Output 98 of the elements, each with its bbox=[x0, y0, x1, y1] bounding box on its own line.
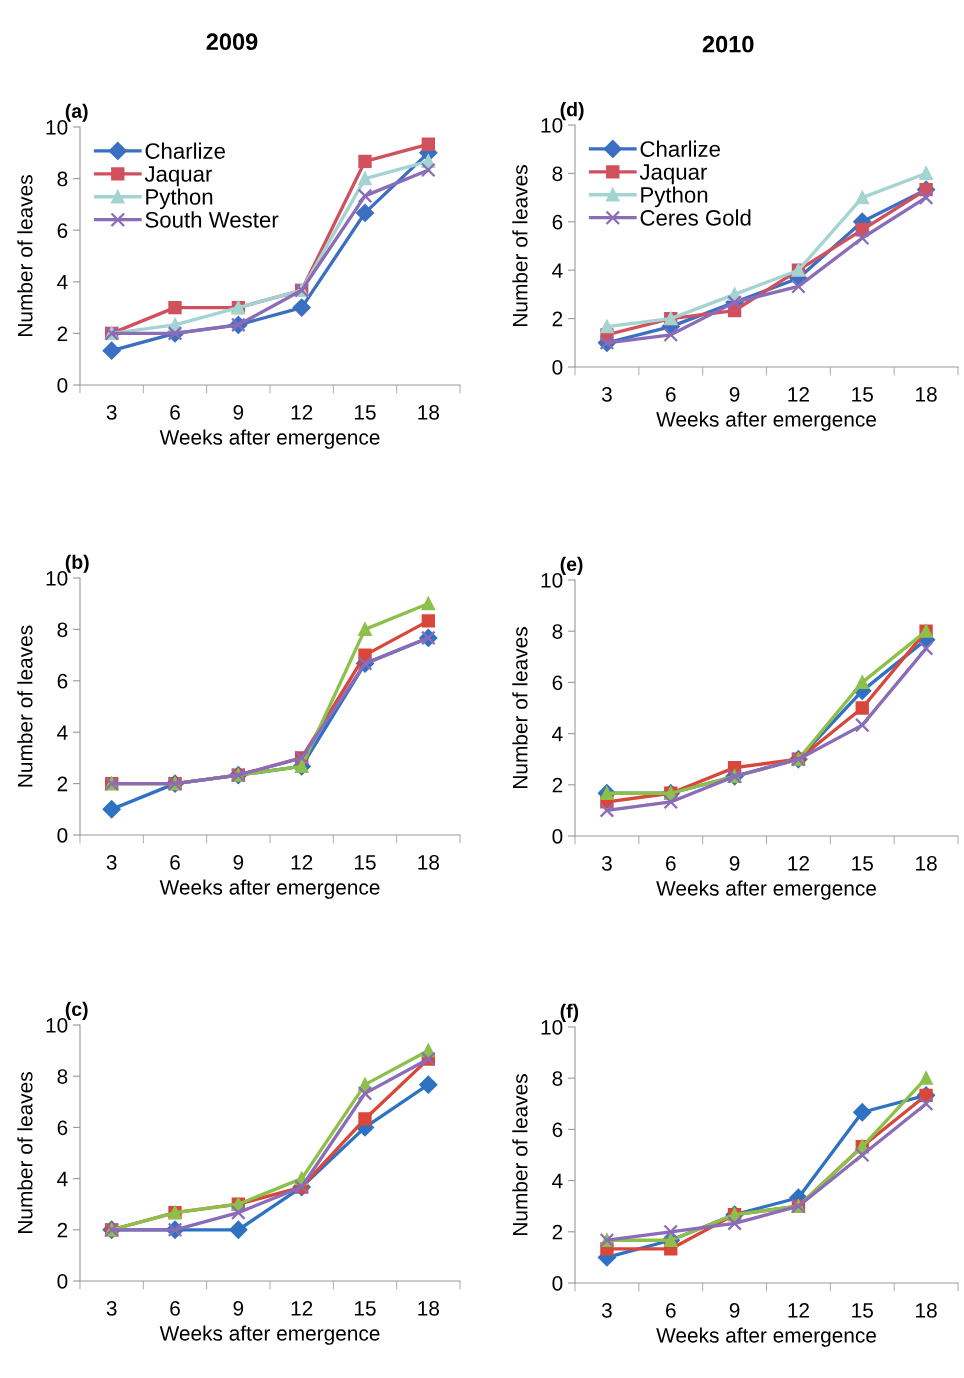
y-tick-label: 6 bbox=[552, 1122, 563, 1138]
y-tick-label: 6 bbox=[57, 223, 68, 238]
x-axis-title: Weeks after emergence bbox=[159, 879, 380, 899]
chart-subtitle: 2009 bbox=[206, 33, 258, 51]
y-tick-label: 2 bbox=[552, 777, 563, 793]
x-tick-label: 15 bbox=[355, 405, 376, 420]
y-tick-label: 8 bbox=[552, 624, 563, 639]
x-tick-label: 9 bbox=[233, 854, 244, 870]
x-tick-label: 18 bbox=[916, 855, 937, 871]
legend-label: Ceres Gold bbox=[640, 209, 751, 226]
x-axis-title: Weeks after emergence bbox=[159, 429, 380, 449]
y-tick-label: 2 bbox=[552, 311, 563, 327]
x-axis-title: Weeks after emergence bbox=[656, 1327, 876, 1347]
x-tick-label: 18 bbox=[418, 1300, 440, 1316]
y-tick-label: 6 bbox=[552, 675, 563, 691]
y-tick-label: 4 bbox=[552, 1173, 563, 1189]
x-tick-label: 3 bbox=[601, 386, 612, 402]
y-axis-title: Number of leaves bbox=[17, 1072, 33, 1233]
y-tick-label: 0 bbox=[57, 1274, 68, 1289]
x-axis-title: Weeks after emergence bbox=[656, 411, 876, 431]
legend-label: Charlize bbox=[145, 142, 225, 159]
y-tick-label: 10 bbox=[46, 1018, 68, 1033]
y-tick-label: 2 bbox=[57, 1222, 68, 1238]
legend-label: Python bbox=[641, 186, 708, 208]
chart-title: (a) bbox=[65, 103, 88, 122]
y-tick-label: 8 bbox=[57, 1069, 68, 1084]
x-tick-label: 12 bbox=[291, 404, 313, 420]
x-tick-label: 12 bbox=[788, 1302, 809, 1318]
x-tick-label: 12 bbox=[291, 854, 313, 870]
legend-label: Jaquar bbox=[639, 164, 708, 185]
x-tick-label: 12 bbox=[788, 855, 809, 871]
x-tick-label: 6 bbox=[666, 386, 676, 402]
y-tick-label: 0 bbox=[552, 829, 563, 844]
y-tick-label: 8 bbox=[57, 622, 68, 638]
legend-label: Python bbox=[146, 188, 213, 210]
y-tick-label: 4 bbox=[552, 726, 563, 742]
x-tick-label: 15 bbox=[852, 1303, 873, 1318]
y-tick-label: 8 bbox=[57, 171, 68, 187]
x-axis-title: Weeks after emergence bbox=[656, 880, 876, 900]
x-tick-label: 6 bbox=[666, 855, 676, 871]
x-tick-label: 9 bbox=[233, 1300, 244, 1316]
y-tick-label: 10 bbox=[46, 120, 68, 135]
x-tick-label: 18 bbox=[916, 1302, 937, 1318]
y-tick-label: 0 bbox=[57, 378, 68, 393]
y-tick-label: 4 bbox=[57, 1171, 68, 1187]
x-tick-label: 6 bbox=[666, 1302, 676, 1318]
y-tick-label: 4 bbox=[552, 263, 563, 278]
y-axis-title: Number of leaves bbox=[512, 165, 528, 326]
chart-subtitle: 2010 bbox=[702, 35, 754, 53]
x-tick-label: 9 bbox=[729, 855, 740, 871]
y-tick-label: 10 bbox=[541, 1020, 563, 1035]
x-tick-label: 12 bbox=[291, 1300, 313, 1316]
y-axis-title: Number of leaves bbox=[512, 627, 528, 788]
x-tick-label: 15 bbox=[355, 855, 376, 870]
x-tick-label: 3 bbox=[106, 1300, 117, 1316]
y-tick-label: 6 bbox=[552, 214, 563, 230]
x-axis-title: Weeks after emergence bbox=[159, 1325, 380, 1345]
x-tick-label: 9 bbox=[729, 386, 740, 402]
x-tick-label: 3 bbox=[106, 854, 117, 870]
x-tick-label: 15 bbox=[852, 387, 873, 402]
chart-title: (e) bbox=[560, 556, 583, 575]
y-tick-label: 4 bbox=[57, 725, 68, 740]
y-tick-label: 10 bbox=[541, 573, 563, 588]
x-tick-label: 9 bbox=[233, 404, 244, 420]
legend-label: Jaquar bbox=[144, 166, 213, 187]
y-axis-title: Number of leaves bbox=[17, 175, 33, 336]
y-tick-label: 6 bbox=[57, 1120, 68, 1136]
x-tick-label: 3 bbox=[601, 1302, 612, 1318]
y-tick-label: 2 bbox=[57, 326, 68, 341]
x-tick-label: 15 bbox=[852, 856, 873, 871]
y-axis-title: Number of leaves bbox=[512, 1074, 528, 1235]
chart-title: (c) bbox=[65, 1001, 88, 1020]
x-tick-label: 3 bbox=[106, 404, 117, 420]
y-tick-label: 10 bbox=[46, 571, 68, 586]
x-tick-label: 3 bbox=[601, 855, 612, 871]
x-tick-label: 12 bbox=[788, 386, 809, 402]
x-tick-label: 6 bbox=[170, 854, 180, 870]
y-tick-label: 6 bbox=[57, 673, 68, 689]
y-tick-label: 8 bbox=[552, 166, 563, 182]
x-tick-label: 15 bbox=[355, 1301, 376, 1316]
y-tick-label: 0 bbox=[57, 828, 68, 843]
legend-label: South Wester bbox=[145, 211, 279, 228]
y-tick-label: 2 bbox=[552, 1224, 563, 1240]
x-tick-label: 6 bbox=[170, 1300, 180, 1316]
chart-title: (b) bbox=[65, 554, 89, 573]
x-tick-label: 18 bbox=[418, 854, 440, 870]
y-tick-label: 0 bbox=[552, 1276, 563, 1291]
y-tick-label: 8 bbox=[552, 1071, 563, 1086]
x-tick-label: 9 bbox=[729, 1302, 740, 1318]
y-tick-label: 2 bbox=[57, 776, 68, 792]
y-axis-title: Number of leaves bbox=[17, 625, 33, 787]
y-tick-label: 0 bbox=[552, 360, 563, 375]
legend-label: Charlize bbox=[640, 140, 720, 157]
chart-title: (f) bbox=[560, 1003, 579, 1022]
x-tick-label: 18 bbox=[916, 386, 937, 402]
x-tick-label: 6 bbox=[170, 404, 180, 420]
x-tick-label: 18 bbox=[418, 404, 440, 420]
y-tick-label: 4 bbox=[57, 275, 68, 290]
